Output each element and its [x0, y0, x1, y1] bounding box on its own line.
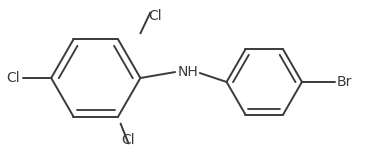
Text: Cl: Cl [148, 9, 162, 23]
Text: Br: Br [337, 75, 352, 89]
Text: Cl: Cl [122, 133, 135, 147]
Text: Cl: Cl [6, 71, 19, 85]
Text: NH: NH [178, 65, 199, 79]
